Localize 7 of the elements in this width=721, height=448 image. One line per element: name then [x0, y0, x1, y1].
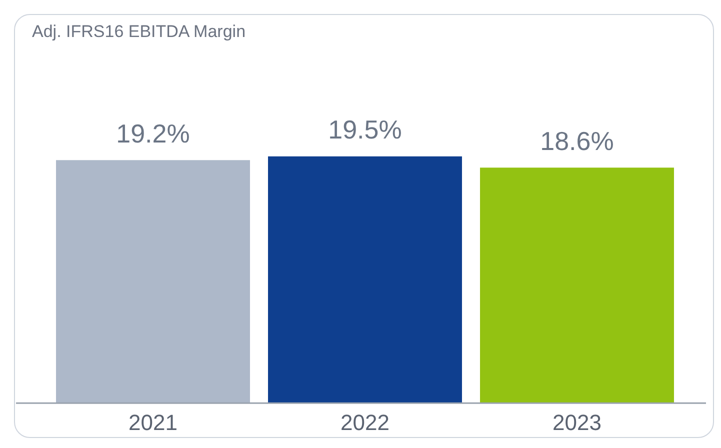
x-tick-label: 2023: [552, 410, 602, 435]
data-label: 19.2%: [116, 118, 190, 148]
x-tick-label: 2021: [128, 410, 178, 435]
data-label: 18.6%: [540, 126, 614, 156]
data-label: 19.5%: [328, 114, 402, 144]
chart-title: Adj. IFRS16 EBITDA Margin: [32, 22, 246, 42]
x-tick-label: 2022: [340, 410, 390, 435]
